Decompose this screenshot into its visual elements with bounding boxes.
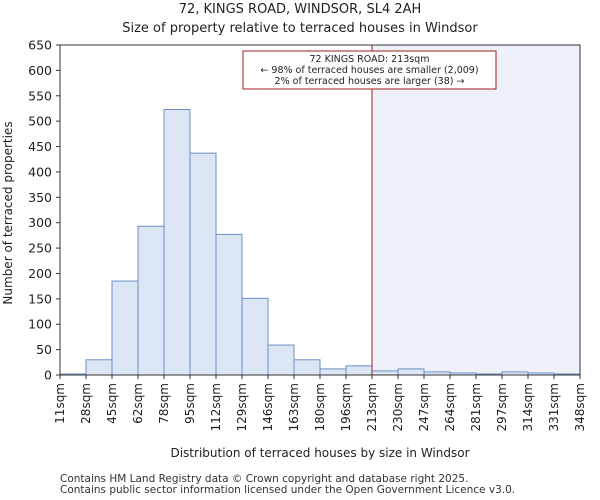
footer-licence: Contains public sector information licen… (60, 484, 516, 496)
histogram-bar (293, 359, 321, 376)
x-tick-label: 281sqm (469, 383, 483, 431)
histogram-bar (345, 365, 373, 376)
y-tick-label: 100 (28, 317, 52, 332)
x-axis-label: Distribution of terraced houses by size … (170, 446, 469, 460)
histogram-bar (163, 108, 191, 376)
y-axis-label: Number of terraced properties (1, 121, 15, 304)
annotation-line-1: 72 KINGS ROAD: 213sqm (310, 54, 430, 65)
chart-area: 050100150200250300350400450500550600650 … (1, 38, 587, 461)
y-tick-label: 200 (28, 266, 52, 281)
x-tick-label: 180sqm (313, 383, 327, 431)
histogram-bar (137, 225, 165, 376)
x-tick-label: 230sqm (391, 383, 405, 431)
x-tick-label: 331sqm (547, 383, 561, 431)
x-tick-label: 78sqm (157, 383, 171, 424)
chart-subtitle: Size of property relative to terraced ho… (122, 21, 478, 36)
y-tick-label: 50 (36, 342, 52, 357)
x-tick-label: 196sqm (339, 383, 353, 431)
y-tick-label: 250 (28, 241, 52, 256)
x-tick-label: 348sqm (573, 383, 587, 431)
x-tick-label: 146sqm (261, 383, 275, 431)
chart-title: 72, KINGS ROAD, WINDSOR, SL4 2AH (178, 2, 422, 17)
x-tick-label: 247sqm (417, 383, 431, 431)
histogram-bar (241, 297, 269, 376)
annotation-box (242, 50, 497, 90)
histogram-bar (319, 368, 347, 376)
histogram-bar (85, 359, 113, 376)
x-tick-label: 129sqm (235, 383, 249, 431)
x-tick-label: 297sqm (495, 383, 509, 431)
histogram-bar (189, 152, 217, 376)
histogram-bar (397, 368, 425, 376)
annotation-line-2: ← 98% of terraced houses are smaller (2,… (260, 65, 478, 76)
histogram-bar (371, 370, 399, 376)
x-tick-label: 314sqm (521, 383, 535, 431)
y-tick-label: 500 (28, 114, 52, 129)
y-tick-label: 550 (28, 88, 52, 103)
x-tick-label: 28sqm (79, 383, 93, 424)
histogram-bar (215, 233, 243, 376)
y-tick-label: 0 (44, 368, 52, 383)
x-tick-label: 112sqm (209, 383, 223, 431)
histogram-bar (267, 344, 295, 376)
y-tick-label: 350 (28, 190, 52, 205)
x-tick-label: 213sqm (365, 383, 379, 431)
larger-region-shade (372, 45, 580, 375)
x-tick-label: 264sqm (443, 383, 457, 431)
y-tick-label: 150 (28, 291, 52, 306)
x-tick-label: 95sqm (183, 383, 197, 424)
x-tick-label: 45sqm (105, 383, 119, 424)
y-tick-label: 300 (28, 215, 52, 230)
histogram-bar (111, 280, 139, 376)
x-tick-label: 11sqm (53, 383, 67, 424)
footer-copyright: Contains HM Land Registry data © Crown c… (60, 473, 469, 485)
y-tick-label: 650 (28, 38, 52, 53)
x-tick-label: 62sqm (131, 383, 145, 424)
y-tick-label: 400 (28, 164, 52, 179)
y-tick-label: 450 (28, 139, 52, 154)
x-tick-label: 163sqm (287, 383, 301, 431)
annotation-line-3: 2% of terraced houses are larger (38) → (275, 76, 465, 87)
y-tick-label: 600 (28, 63, 52, 78)
